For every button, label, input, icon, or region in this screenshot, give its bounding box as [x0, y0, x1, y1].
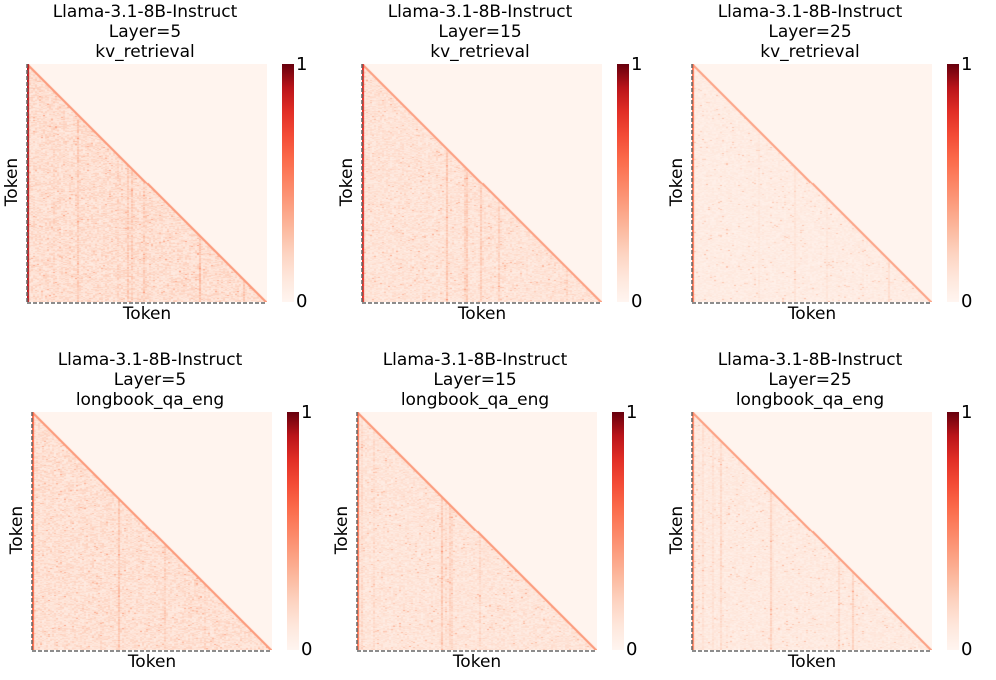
heatmap-cells: [32, 412, 272, 650]
heatmap-cells: [692, 412, 932, 650]
axes-lines: [356, 412, 597, 652]
y-axis-label: Token: [7, 505, 27, 555]
heatmap-cells: [357, 412, 597, 650]
title-line: Llama-3.1-8B-Instruct: [52, 2, 238, 22]
colorbar: [282, 64, 294, 302]
title-line: Llama-3.1-8B-Instruct: [57, 350, 243, 370]
colorbar-min-label: 0: [961, 639, 973, 660]
y-axis-label: Token: [337, 157, 357, 207]
colorbar: [947, 412, 959, 650]
heatmap-panel-5: Llama-3.1-8B-Instruct Layer=15 longbook_qa…: [330, 348, 650, 678]
chart-title: Llama-3.1-8B-Instruct Layer=15 longbook_qa…: [330, 350, 620, 410]
colorbar: [947, 64, 959, 302]
axes-lines: [31, 412, 272, 652]
title-line: Llama-3.1-8B-Instruct: [717, 2, 903, 22]
colorbar-min-label: 0: [296, 291, 308, 312]
title-line: Layer=15: [438, 22, 522, 42]
heatmap-panel-2: Llama-3.1-8B-Instruct Layer=15 kv_retrieva…: [335, 0, 655, 330]
title-line: Llama-3.1-8B-Instruct: [717, 350, 903, 370]
chart-title: Llama-3.1-8B-Instruct Layer=25 longbook_qa…: [665, 350, 955, 410]
title-line: Layer=5: [108, 22, 182, 42]
x-axis-label: Token: [787, 304, 837, 324]
colorbar-min-label: 0: [631, 291, 643, 312]
colorbar-min-label: 0: [626, 639, 638, 660]
y-axis-label: Token: [332, 505, 352, 555]
title-line: Layer=15: [433, 370, 517, 390]
y-axis-label: Token: [667, 505, 687, 555]
heatmap-cells: [362, 64, 602, 302]
colorbar: [287, 412, 299, 650]
axes-lines: [691, 412, 932, 652]
title-line: kv_retrieval: [95, 42, 195, 62]
chart-title: Llama-3.1-8B-Instruct Layer=5 longbook_qa_…: [5, 350, 295, 410]
colorbar-max-label: 1: [626, 402, 638, 423]
x-axis-label: Token: [122, 304, 172, 324]
colorbar: [617, 64, 629, 302]
colorbar-max-label: 1: [631, 54, 643, 75]
chart-title: Llama-3.1-8B-Instruct Layer=25 kv_retrieva…: [665, 2, 955, 62]
title-line: longbook_qa_eng: [735, 390, 885, 410]
heatmap-panel-4: Llama-3.1-8B-Instruct Layer=5 longbook_qa_…: [5, 348, 325, 678]
title-line: Llama-3.1-8B-Instruct: [382, 350, 568, 370]
colorbar: [612, 412, 624, 650]
heatmap-cells: [27, 64, 267, 302]
heatmap-cells: [692, 64, 932, 302]
colorbar-min-label: 0: [301, 639, 313, 660]
y-axis-label: Token: [2, 157, 22, 207]
axes-lines: [691, 64, 932, 304]
title-line: kv_retrieval: [430, 42, 530, 62]
chart-title: Llama-3.1-8B-Instruct Layer=5 kv_retrieval: [0, 2, 290, 62]
title-line: longbook_qa_eng: [400, 390, 550, 410]
y-axis-label: Token: [667, 157, 687, 207]
title-line: Layer=25: [768, 22, 852, 42]
colorbar-max-label: 1: [296, 54, 308, 75]
x-axis-label: Token: [787, 652, 837, 672]
heatmap-panel-3: Llama-3.1-8B-Instruct Layer=25 kv_retrieva…: [665, 0, 985, 330]
title-line: Layer=5: [113, 370, 187, 390]
axes-lines: [26, 64, 267, 304]
x-axis-label: Token: [452, 652, 502, 672]
colorbar-max-label: 1: [961, 54, 973, 75]
colorbar-max-label: 1: [301, 402, 313, 423]
x-axis-label: Token: [127, 652, 177, 672]
x-axis-label: Token: [457, 304, 507, 324]
heatmap-panel-1: Llama-3.1-8B-Instruct Layer=5 kv_retrieval…: [0, 0, 320, 330]
colorbar-max-label: 1: [961, 402, 973, 423]
heatmap-panel-6: Llama-3.1-8B-Instruct Layer=25 longbook_qa…: [665, 348, 985, 678]
chart-title: Llama-3.1-8B-Instruct Layer=15 kv_retrieva…: [335, 2, 625, 62]
axes-lines: [361, 64, 602, 304]
colorbar-min-label: 0: [961, 291, 973, 312]
title-line: longbook_qa_eng: [75, 390, 225, 410]
title-line: kv_retrieval: [760, 42, 860, 62]
title-line: Llama-3.1-8B-Instruct: [387, 2, 573, 22]
title-line: Layer=25: [768, 370, 852, 390]
